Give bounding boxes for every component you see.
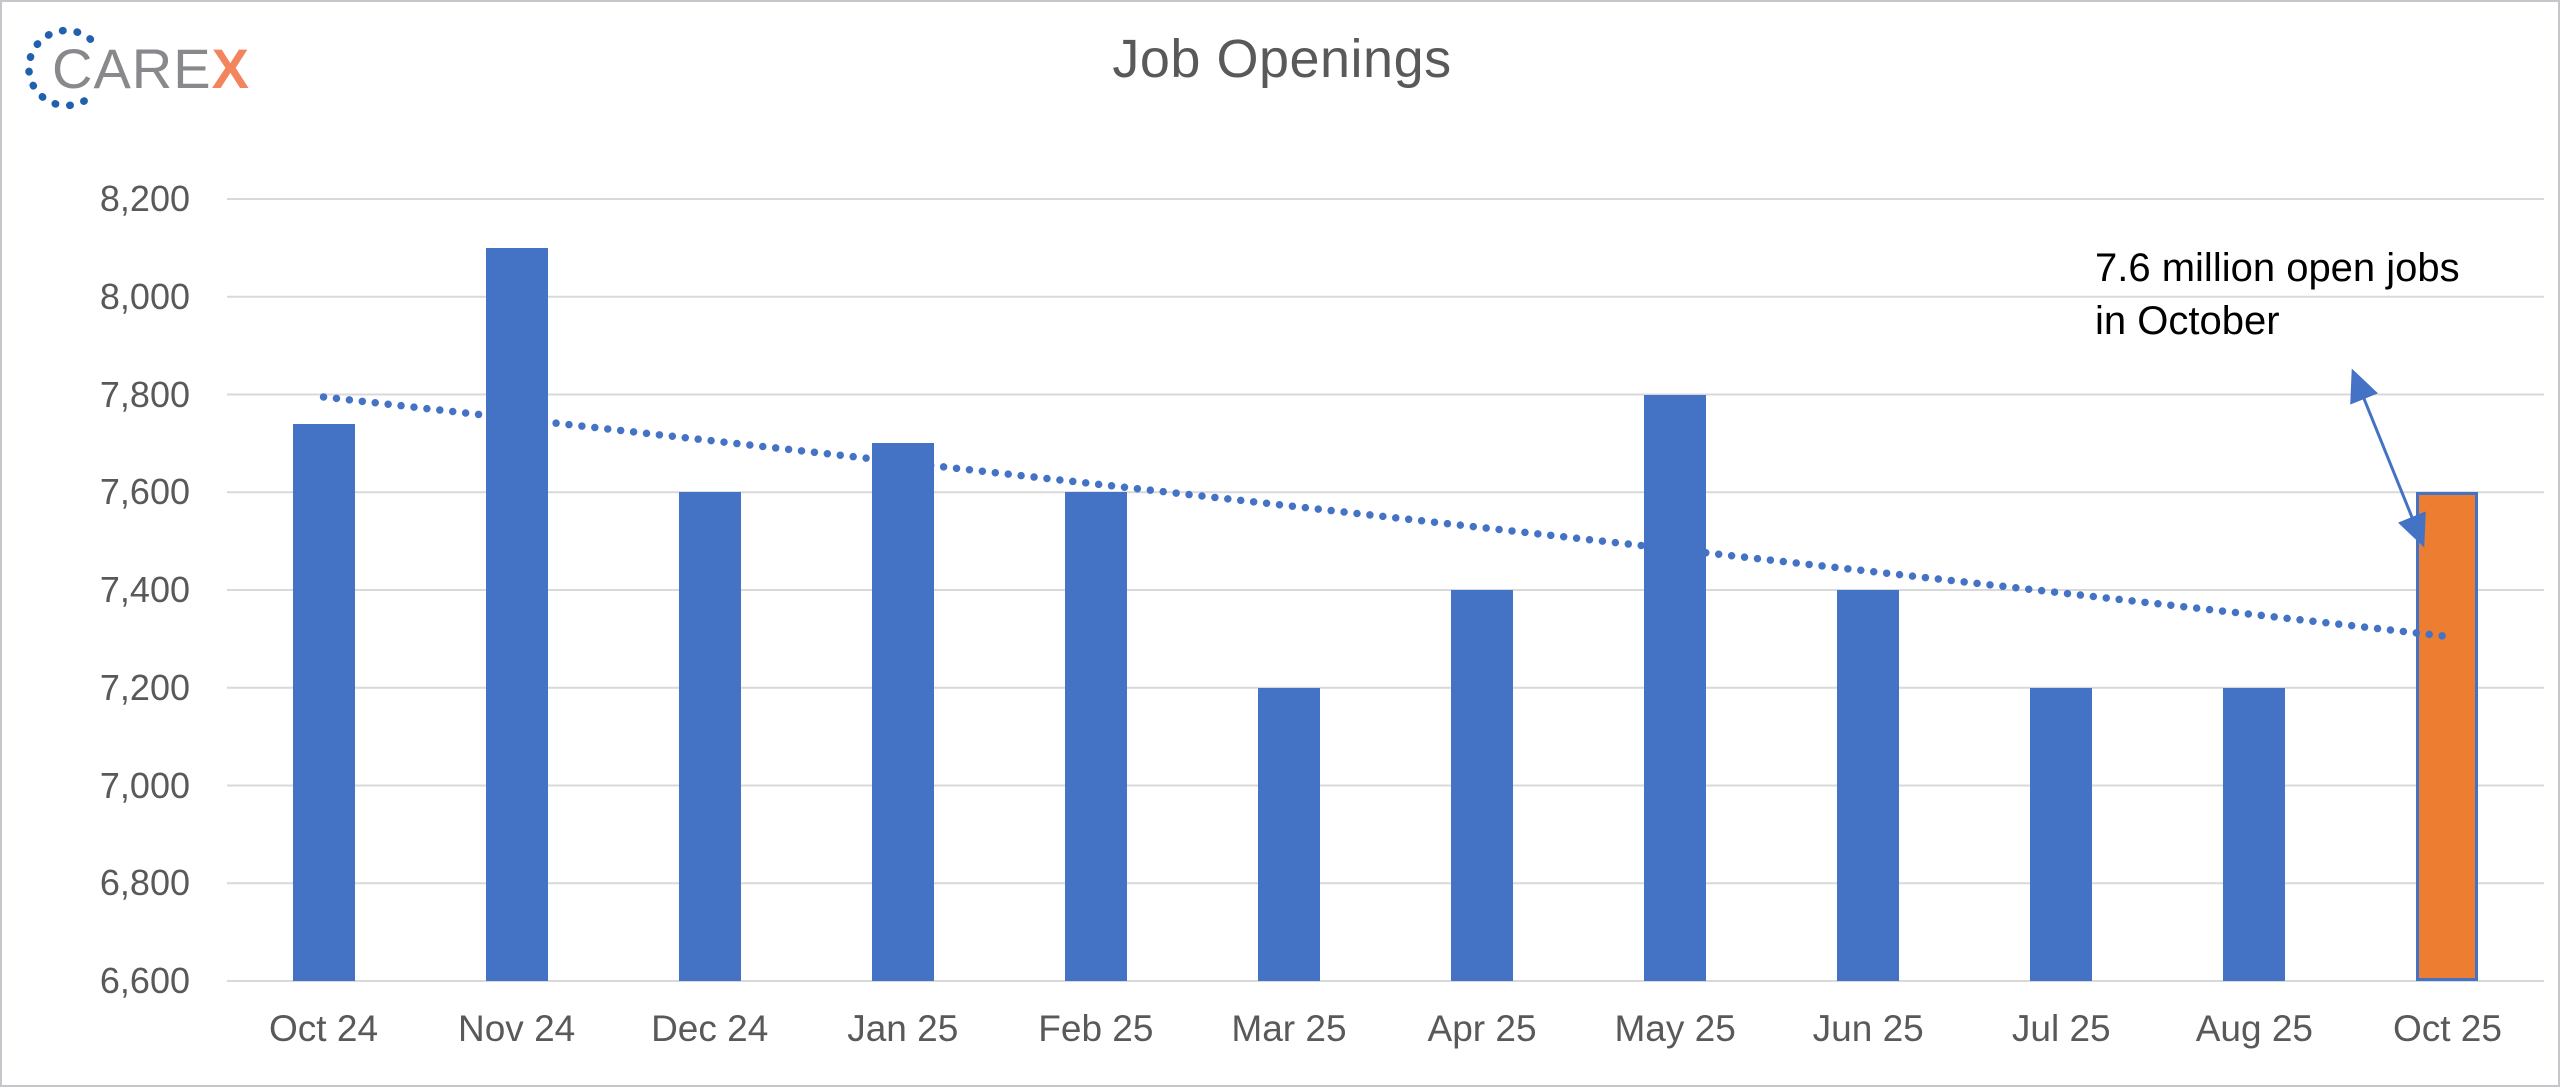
- bar-may-25: [1644, 394, 1707, 981]
- y-axis-tick-label: 6,800: [99, 862, 190, 904]
- annotation-line-1: 7.6 million open jobs: [2095, 246, 2460, 290]
- x-axis-tick-label: Feb 25: [1038, 1008, 1154, 1049]
- y-axis-tick-label: 7,400: [99, 569, 190, 610]
- bar-dec-24: [678, 492, 741, 981]
- y-axis-tick-label: 7,800: [99, 373, 190, 415]
- x-axis-tick-label: Dec 24: [651, 1008, 769, 1049]
- x-axis-tick-label: Jul 25: [2011, 1008, 2111, 1049]
- chart-title: Job Openings: [1112, 29, 1452, 89]
- bar-apr-25: [1451, 590, 1514, 981]
- x-axis-tick-label: Jan 25: [847, 1008, 959, 1049]
- x-axis-tick-label: May 25: [1614, 1008, 1736, 1049]
- bar-jan-25: [871, 443, 934, 981]
- logo-text-care: CARE: [52, 37, 212, 100]
- svg-text:CAREX: CAREX: [52, 37, 250, 100]
- bar-oct-25: [2416, 492, 2479, 981]
- x-axis-tick-label: Aug 25: [2195, 1008, 2314, 1049]
- x-axis-tick-label: Nov 24: [458, 1008, 576, 1049]
- y-axis-tick-label: 7,200: [99, 666, 190, 708]
- annotation-line-2: in October: [2095, 299, 2280, 343]
- bar-feb-25: [1064, 492, 1127, 981]
- bar-aug-25: [2223, 687, 2286, 981]
- trendline: [319, 393, 2452, 641]
- y-axis-tick-label: 7,000: [99, 764, 190, 806]
- y-axis-tick-label: 8,200: [99, 178, 190, 219]
- x-axis-tick-label: Jun 25: [1812, 1008, 1924, 1049]
- y-axis-tick-label: 8,000: [99, 275, 190, 317]
- bar-jul-25: [2030, 687, 2093, 981]
- logo-dotted-circle-icon: [25, 26, 95, 110]
- y-axis-tick-label: 6,600: [99, 960, 190, 1001]
- carex-logo: CAREX: [25, 26, 250, 110]
- y-axis-tick-label: 7,600: [99, 471, 190, 513]
- x-axis-tick-label: Mar 25: [1231, 1008, 1347, 1049]
- bar-jun-25: [1837, 590, 1900, 981]
- logo-text-x: X: [212, 37, 250, 100]
- x-axis-tick-label: Apr 25: [1427, 1008, 1537, 1049]
- bar-oct-24: [292, 423, 355, 981]
- annotation-callout: 7.6 million open jobs in October: [2095, 242, 2460, 348]
- x-axis-tick-label: Oct 24: [269, 1008, 379, 1049]
- x-axis-tick-label: Oct 25: [2392, 1008, 2502, 1049]
- bar-nov-24: [485, 247, 548, 981]
- bar-mar-25: [1257, 687, 1320, 981]
